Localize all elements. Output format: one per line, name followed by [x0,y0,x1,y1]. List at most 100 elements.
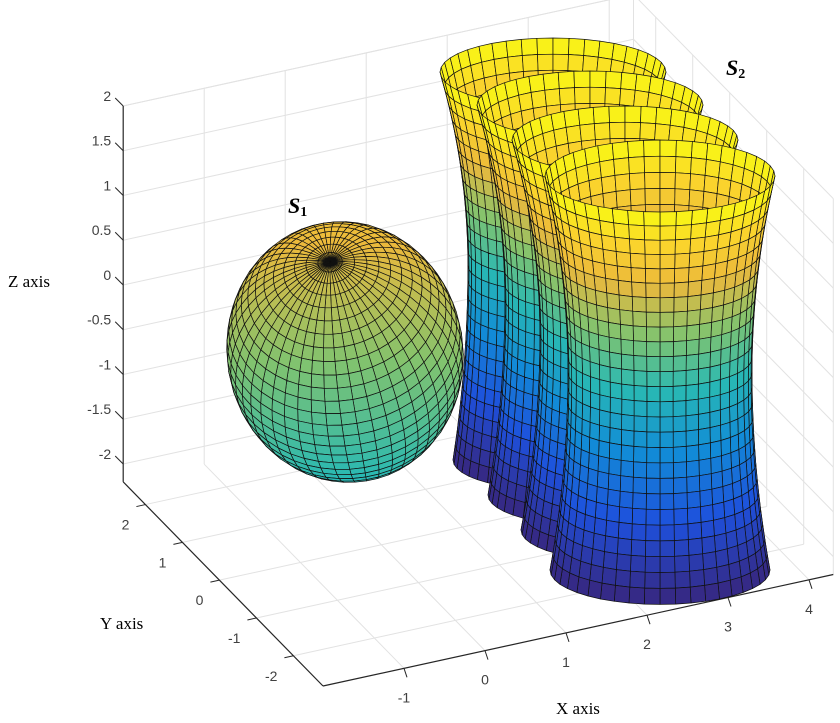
tube-back-patch [611,141,629,160]
ellipsoid-patch [249,256,262,272]
z-tick-mark [114,231,124,241]
ellipsoid-patch [312,346,324,362]
z-tick-mark [114,455,124,465]
ellipsoid-patch [325,236,332,245]
ellipsoid-patch [341,423,360,437]
tube-back-patch [601,175,617,194]
y-tick-label: -2 [265,668,278,684]
ellipsoid-patch [324,400,341,414]
ellipsoid-patch [229,299,236,320]
x-tick-mark [727,597,732,607]
z-tick-mark [114,187,124,196]
tube-front-patch [629,252,646,269]
tube-front-patch [659,311,675,328]
y-axis-line [122,481,324,687]
tube-front-patch [525,316,535,335]
tube-back-patch [515,76,532,96]
tube-front-patch [674,252,691,269]
z-tick-label: -1.5 [87,401,111,417]
tube-front-patch [603,263,619,281]
tube-back-patch [552,53,569,71]
ellipsoid-patch [340,411,358,426]
tube-back-patch [627,140,645,158]
tube-back-patch [690,157,707,176]
y-tick-mark [210,579,220,583]
tube-back-patch [537,53,554,71]
tube-back-patch [557,70,575,89]
tube-back-patch [609,121,626,140]
tube-back-patch [582,55,599,74]
tube-back-patch [577,107,595,126]
z-tick-label: 2 [103,88,111,104]
surface-s2 [439,37,776,605]
tube-back-patch [716,177,732,197]
tube-front-patch [699,307,713,325]
z-tick-mark [114,410,124,420]
ellipsoid-patch [234,281,244,300]
ellipsoid-patch [311,423,329,437]
ellipsoid-patch [311,360,325,376]
tube-back-patch [659,188,676,206]
tube-back-patch [615,189,632,208]
tube-back-patch [597,40,615,60]
ellipsoid-patch [233,392,243,413]
tube-back-patch [659,172,676,190]
x-tick-mark [808,579,813,589]
tube-front-patch [525,331,535,350]
tube-front-patch [520,422,532,442]
tube-front-patch [701,263,717,281]
tube-back-patch [544,88,561,107]
tube-front-patch [486,342,497,361]
tube-back-patch [481,59,497,79]
tube-back-patch [478,43,495,63]
y-tick-mark [247,617,257,621]
tube-front-patch [524,361,535,381]
ellipsoid-patch [324,230,332,239]
tube-back-patch [718,161,734,181]
ellipsoid-patch [327,435,346,447]
tube-back-patch [629,188,646,207]
tube-front-patch [632,310,647,328]
tube-front-patch [675,224,692,241]
tube-front-patch [643,225,661,241]
ellipsoid-patch [323,347,336,362]
x-tick-mark [646,615,651,625]
y-tick-label: -1 [228,630,241,646]
ellipsoid-patch [310,399,327,414]
tube-back-patch [583,39,601,58]
y-tick-label: 0 [196,592,204,608]
tube-front-patch [519,437,531,457]
ellipsoid-patch [331,454,349,464]
ellipsoid-patch [325,413,343,426]
tube-back-patch [608,105,626,123]
z-tick-mark [114,366,124,375]
ellipsoid-patch [337,386,354,402]
tube-back-patch [565,124,582,144]
tube-back-patch [550,111,567,131]
tube-front-patch [601,234,617,252]
tube-front-patch [605,277,620,296]
tube-back-patch [702,191,718,210]
tube-front-patch [611,208,629,226]
tube-front-patch [607,307,621,325]
tube-back-patch [688,189,705,208]
ellipsoid-patch [260,245,274,258]
tube-front-patch [703,234,719,252]
tube-front-patch [644,239,661,255]
tube-back-patch [567,54,585,72]
tube-front-patch [485,357,497,376]
tube-front-patch [627,210,645,227]
tube-front-patch [673,281,689,298]
tube-front-patch [487,252,498,271]
tube-back-patch [491,40,509,60]
tube-front-patch [522,391,534,411]
tube-front-patch [616,265,632,283]
tube-back-patch [669,108,687,128]
surface-s1 [226,221,464,483]
z-tick-label: -1 [99,356,112,372]
tube-back-patch [691,141,709,160]
tube-front-patch [698,322,712,340]
x-axis-line [322,573,834,687]
x-tick-label: 4 [805,601,813,617]
ellipsoid-patch [333,346,347,362]
